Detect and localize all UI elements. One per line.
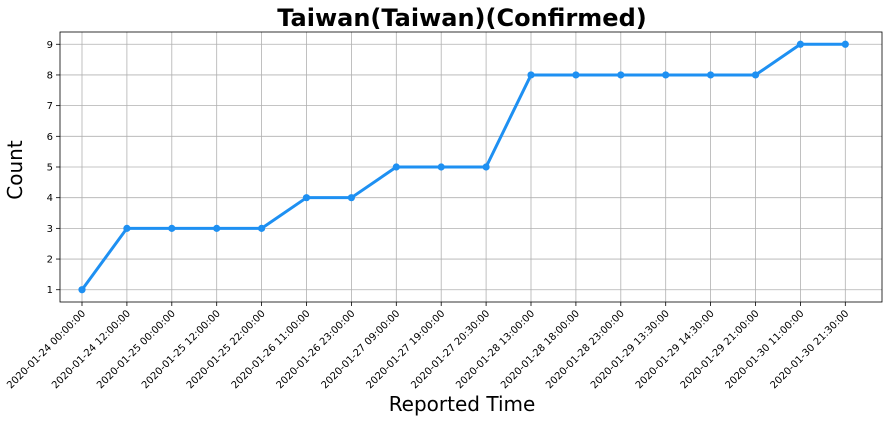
y-tick-label: 8 [47, 70, 53, 81]
x-tick-label: 2020-01-28 23:00:00 [544, 308, 627, 391]
x-tick-label: 2020-01-28 18:00:00 [499, 308, 582, 391]
y-axis-ticks: 1 2 3 4 5 6 7 8 9 [47, 40, 60, 296]
data-point [572, 71, 580, 79]
x-tick-label: 2020-01-24 12:00:00 [50, 308, 133, 391]
x-tick-label: 2020-01-27 19:00:00 [364, 308, 447, 391]
y-tick-label: 6 [47, 132, 53, 143]
x-tick-label: 2020-01-25 00:00:00 [95, 308, 178, 391]
x-tick-label: 2020-01-26 23:00:00 [275, 308, 358, 391]
y-tick-label: 3 [47, 224, 53, 235]
data-point [302, 194, 311, 202]
data-point [258, 224, 266, 232]
x-tick-label: 2020-01-29 14:30:00 [634, 308, 717, 391]
y-tick-label: 7 [47, 101, 53, 112]
data-point [707, 71, 715, 79]
data-point [392, 163, 400, 171]
series-line [80, 42, 847, 292]
y-tick-label: 2 [47, 255, 53, 266]
y-tick-label: 5 [47, 163, 53, 174]
x-tick-label: 2020-01-27 09:00:00 [320, 308, 403, 391]
data-point [482, 163, 490, 171]
data-point [527, 71, 535, 79]
data-point [796, 40, 805, 48]
x-tick-label: 2020-01-25 12:00:00 [140, 308, 223, 391]
x-tick-label: 2020-01-29 21:00:00 [679, 308, 762, 391]
plot-frame [59, 31, 883, 303]
y-tick-label: 4 [47, 193, 53, 204]
data-point [168, 224, 176, 232]
x-tick-label: 2020-01-27 20:30:00 [409, 308, 492, 391]
x-tick-label: 2020-01-29 13:30:00 [589, 308, 672, 391]
x-tick-label: 2020-01-30 11:00:00 [724, 308, 807, 391]
y-tick-label: 1 [47, 285, 53, 296]
data-point [78, 286, 86, 294]
x-tick-label: 2020-01-24 00:00:00 [5, 308, 88, 391]
series-confirmed [78, 40, 849, 294]
data-point [123, 224, 131, 232]
x-tick-label: 2020-01-30 21:30:00 [769, 308, 852, 391]
x-tick-label: 2020-01-28 13:00:00 [454, 308, 537, 391]
y-tick-label: 9 [47, 40, 53, 51]
x-tick-label: 2020-01-25 22:00:00 [185, 308, 268, 391]
x-axis-label: Reported Time [389, 392, 536, 416]
data-point [347, 194, 355, 202]
data-point [841, 40, 849, 48]
data-point [213, 224, 221, 232]
chart-title: Taiwan(Taiwan)(Confirmed) [277, 4, 646, 32]
data-point [617, 71, 625, 79]
x-tick-label: 2020-01-26 11:00:00 [230, 308, 313, 391]
data-point [751, 71, 760, 79]
data-point [662, 71, 670, 79]
y-axis-label: Count [3, 140, 27, 200]
data-point [437, 163, 445, 171]
